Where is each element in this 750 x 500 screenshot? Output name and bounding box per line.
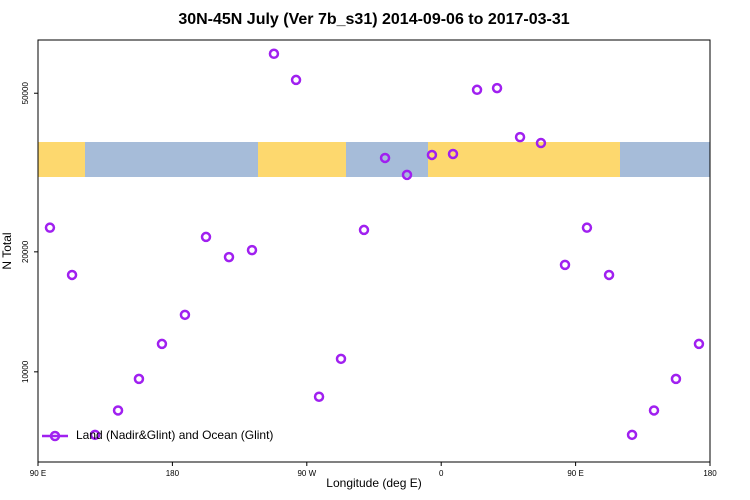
legend-label: Land (Nadir&Glint) and Ocean (Glint)	[76, 428, 273, 442]
point	[335, 353, 347, 365]
point	[89, 429, 101, 441]
point	[426, 149, 438, 161]
point	[491, 82, 503, 94]
point	[246, 244, 258, 256]
point	[447, 148, 459, 160]
point	[379, 152, 391, 164]
point	[514, 131, 526, 143]
y-axis-label: N Total	[0, 232, 14, 269]
point	[648, 405, 660, 416]
point	[179, 309, 191, 321]
point	[313, 391, 325, 402]
x-tick-label: 0	[439, 469, 444, 478]
point	[670, 373, 682, 385]
point	[133, 373, 145, 385]
point	[112, 405, 124, 416]
x-tick-label: 90 E	[567, 469, 583, 478]
x-tick-label: 90 W	[297, 469, 316, 478]
land	[38, 142, 85, 177]
point	[268, 48, 280, 60]
point	[693, 338, 705, 350]
x-tick-label: 180	[703, 469, 717, 478]
point	[156, 338, 168, 350]
point	[66, 269, 78, 281]
point	[200, 231, 212, 243]
plot-frame	[37, 39, 711, 463]
point	[603, 269, 615, 281]
point	[358, 224, 370, 236]
x-tick-label: 180	[166, 469, 180, 478]
y-tick-label: 20000	[21, 240, 30, 263]
point	[471, 84, 483, 96]
y-tick-label: 10000	[21, 360, 30, 383]
point	[401, 169, 413, 181]
x-axis-label: Longitude (deg E)	[326, 476, 421, 490]
point	[626, 429, 638, 441]
point	[223, 251, 235, 263]
y-tick-label: 50000	[21, 82, 30, 105]
land	[428, 142, 620, 177]
x-tick-label: 90 E	[30, 469, 46, 478]
point	[581, 222, 593, 233]
point	[559, 259, 571, 271]
point	[44, 222, 56, 233]
chart-title: 30N-45N July (Ver 7b_s31) 2014-09-06 to …	[178, 11, 569, 28]
legend-marker	[49, 430, 61, 442]
land	[258, 142, 346, 177]
point	[535, 137, 547, 149]
map-band	[38, 142, 710, 177]
point	[290, 74, 302, 86]
